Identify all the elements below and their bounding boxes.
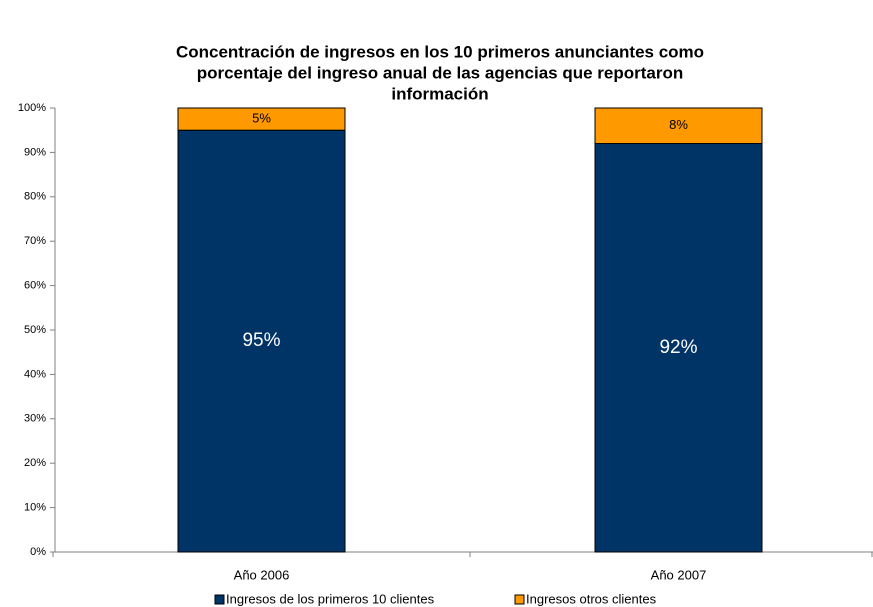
y-tick-label: 50% (24, 324, 46, 336)
y-tick-label: 100% (18, 102, 46, 114)
legend-swatch (514, 594, 525, 605)
chart-title: porcentaje del ingreso anual de las agen… (197, 63, 684, 82)
bar-segment (177, 107, 346, 131)
data-label: 92% (659, 337, 697, 358)
data-label: 8% (669, 117, 688, 132)
y-tick-label: 60% (24, 280, 46, 292)
legend-label: Ingresos otros clientes (526, 591, 657, 606)
x-tick-label: Año 2006 (234, 567, 290, 582)
bar-segment (594, 107, 763, 145)
y-tick-label: 30% (24, 413, 46, 425)
y-tick-label: 90% (24, 146, 46, 158)
data-label: 5% (252, 111, 271, 126)
y-tick-label: 10% (24, 502, 46, 514)
data-label: 95% (242, 330, 280, 351)
y-tick-label: 40% (24, 368, 46, 380)
bar-segment (594, 143, 763, 553)
y-tick-label: 80% (24, 191, 46, 203)
chart-title: Concentración de ingresos en los 10 prim… (176, 42, 704, 61)
legend-label: Ingresos de los primeros 10 clientes (226, 591, 435, 606)
x-tick-label: Año 2007 (651, 567, 707, 582)
y-tick-label: 70% (24, 235, 46, 247)
bar-segment (177, 129, 346, 553)
y-tick-label: 0% (30, 546, 46, 558)
y-tick-label: 20% (24, 457, 46, 469)
legend-swatch (214, 594, 225, 605)
chart-title: información (391, 84, 488, 103)
